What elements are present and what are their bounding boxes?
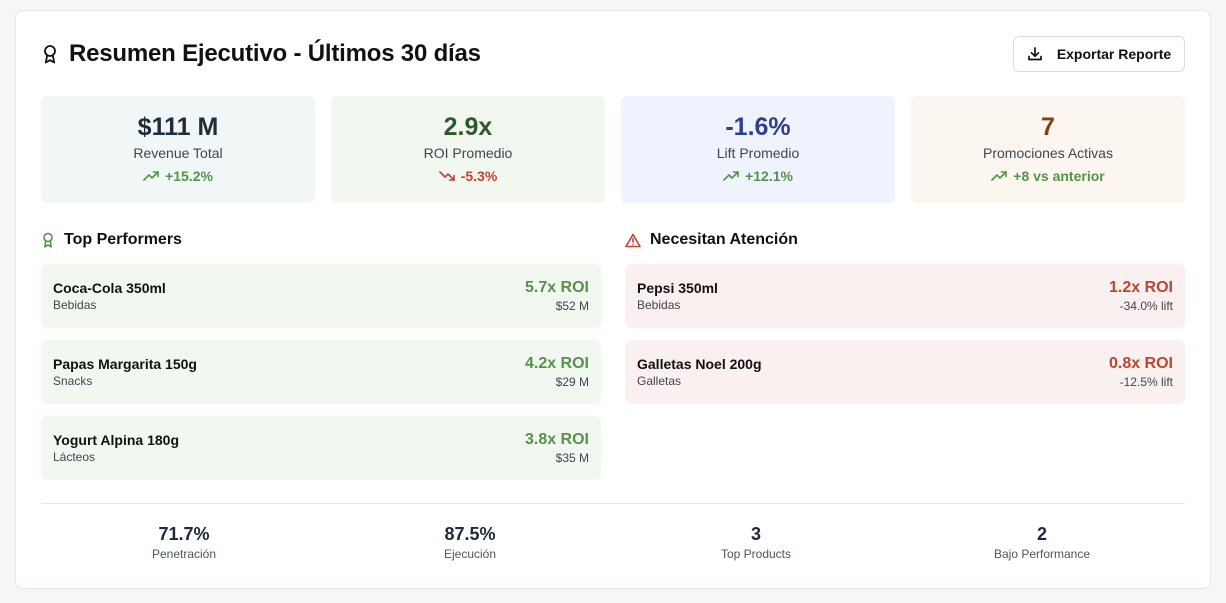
kpi-change: +12.1% <box>723 168 793 184</box>
top-performers-section: Top Performers Coca-Cola 350ml Bebidas 5… <box>41 229 601 492</box>
kpi-value: 2.9x <box>443 113 493 141</box>
kpi-label: ROI Promedio <box>423 145 513 161</box>
stat-value: 71.7% <box>158 524 210 544</box>
kpi-change-value: +8 vs anterior <box>1013 168 1105 184</box>
stat-penetracion: 71.7% Penetración <box>41 523 327 561</box>
summary-header: Resumen Ejecutivo - Últimos 30 días Expo… <box>41 36 1185 72</box>
item-lift: -12.5% lift <box>1119 375 1173 389</box>
section-title-text: Necesitan Atención <box>650 231 798 248</box>
item-roi: 4.2x ROI <box>524 355 589 372</box>
section-title: Top Performers <box>41 229 601 251</box>
executive-summary-card: Resumen Ejecutivo - Últimos 30 días Expo… <box>15 10 1211 589</box>
list-item[interactable]: Coca-Cola 350ml Bebidas 5.7x ROI $52 M <box>41 264 601 328</box>
list-item[interactable]: Pepsi 350ml Bebidas 1.2x ROI -34.0% lift <box>625 264 1185 328</box>
kpi-change-value: -5.3% <box>460 168 498 184</box>
item-name: Galletas Noel 200g <box>637 356 762 372</box>
item-metrics: 5.7x ROI $52 M <box>525 278 589 314</box>
item-category: Bebidas <box>53 298 97 312</box>
download-icon <box>1027 46 1043 62</box>
award-icon <box>41 232 55 248</box>
item-info: Coca-Cola 350ml Bebidas <box>53 279 166 313</box>
trending-up-icon <box>723 170 739 182</box>
section-title-text: Top Performers <box>64 231 182 248</box>
trending-down-icon <box>438 170 455 182</box>
item-revenue: $35 M <box>555 451 589 465</box>
kpi-label: Lift Promedio <box>716 145 800 161</box>
stat-value: 87.5% <box>444 524 496 544</box>
section-title: Necesitan Atención <box>625 229 1185 251</box>
summary-stats-row: 71.7% Penetración 87.5% Ejecución 3 Top … <box>41 523 1185 561</box>
item-info: Papas Margarita 150g Snacks <box>53 355 197 389</box>
item-name: Yogurt Alpina 180g <box>53 432 180 448</box>
item-metrics: 4.2x ROI $29 M <box>525 354 589 390</box>
kpi-row: $111 M Revenue Total +15.2% 2.9x ROI Pro… <box>41 96 1185 203</box>
trending-up-icon <box>991 170 1008 182</box>
item-name: Pepsi 350ml <box>637 280 718 296</box>
item-metrics: 1.2x ROI -34.0% lift <box>1109 278 1173 314</box>
item-info: Pepsi 350ml Bebidas <box>637 279 718 313</box>
stat-label: Penetración <box>151 547 217 561</box>
export-report-label: Exportar Reporte <box>1056 46 1172 62</box>
item-revenue: $29 M <box>555 375 589 389</box>
kpi-change: -5.3% <box>438 168 498 184</box>
kpi-revenue-total: $111 M Revenue Total +15.2% <box>41 96 315 203</box>
item-info: Galletas Noel 200g Galletas <box>637 355 762 389</box>
item-category: Bebidas <box>637 298 681 312</box>
stat-top-products: 3 Top Products <box>613 523 899 561</box>
award-icon <box>41 44 59 64</box>
kpi-value: 7 <box>1041 113 1055 141</box>
page-title: Resumen Ejecutivo - Últimos 30 días <box>69 40 481 67</box>
list-item[interactable]: Papas Margarita 150g Snacks 4.2x ROI $29… <box>41 340 601 404</box>
kpi-change-value: +12.1% <box>745 168 793 184</box>
item-roi: 0.8x ROI <box>1108 355 1173 372</box>
title-wrap: Resumen Ejecutivo - Últimos 30 días <box>41 40 481 68</box>
item-revenue: $52 M <box>555 299 589 313</box>
item-category: Galletas <box>637 374 682 388</box>
stat-value: 3 <box>750 524 761 544</box>
stat-label: Bajo Performance <box>993 547 1091 561</box>
item-category: Lácteos <box>53 450 96 464</box>
item-roi: 5.7x ROI <box>524 279 589 296</box>
kpi-roi-promedio: 2.9x ROI Promedio -5.3% <box>331 96 605 203</box>
stat-label: Ejecución <box>443 547 497 561</box>
performance-sections: Top Performers Coca-Cola 350ml Bebidas 5… <box>41 229 1185 492</box>
kpi-change-value: +15.2% <box>165 168 213 184</box>
item-info: Yogurt Alpina 180g Lácteos <box>53 431 179 465</box>
kpi-promociones-activas: 7 Promociones Activas +8 vs anterior <box>911 96 1185 203</box>
divider <box>41 503 1185 504</box>
kpi-lift-promedio: -1.6% Lift Promedio +12.1% <box>621 96 895 203</box>
stat-ejecucion: 87.5% Ejecución <box>327 523 613 561</box>
export-report-button[interactable]: Exportar Reporte <box>1013 36 1185 72</box>
item-category: Snacks <box>53 374 93 388</box>
kpi-label: Promociones Activas <box>983 145 1113 161</box>
trending-up-icon <box>143 170 159 182</box>
list-item[interactable]: Galletas Noel 200g Galletas 0.8x ROI -12… <box>625 340 1185 404</box>
list-item[interactable]: Yogurt Alpina 180g Lácteos 3.8x ROI $35 … <box>41 416 601 480</box>
item-metrics: 0.8x ROI -12.5% lift <box>1109 354 1173 390</box>
alert-triangle-icon <box>625 233 641 248</box>
kpi-value: $111 M <box>137 113 219 141</box>
item-roi: 3.8x ROI <box>524 431 589 448</box>
stat-label: Top Products <box>720 547 792 561</box>
item-roi: 1.2x ROI <box>1108 279 1173 296</box>
kpi-value: -1.6% <box>725 113 791 141</box>
needs-attention-section: Necesitan Atención Pepsi 350ml Bebidas 1… <box>625 229 1185 492</box>
kpi-label: Revenue Total <box>133 145 223 161</box>
item-metrics: 3.8x ROI $35 M <box>525 430 589 466</box>
stat-bajo-performance: 2 Bajo Performance <box>899 523 1185 561</box>
stat-value: 2 <box>1036 524 1047 544</box>
kpi-change: +8 vs anterior <box>991 168 1105 184</box>
item-lift: -34.0% lift <box>1119 299 1173 313</box>
kpi-change: +15.2% <box>143 168 213 184</box>
item-name: Coca-Cola 350ml <box>53 280 166 296</box>
item-name: Papas Margarita 150g <box>53 356 197 372</box>
